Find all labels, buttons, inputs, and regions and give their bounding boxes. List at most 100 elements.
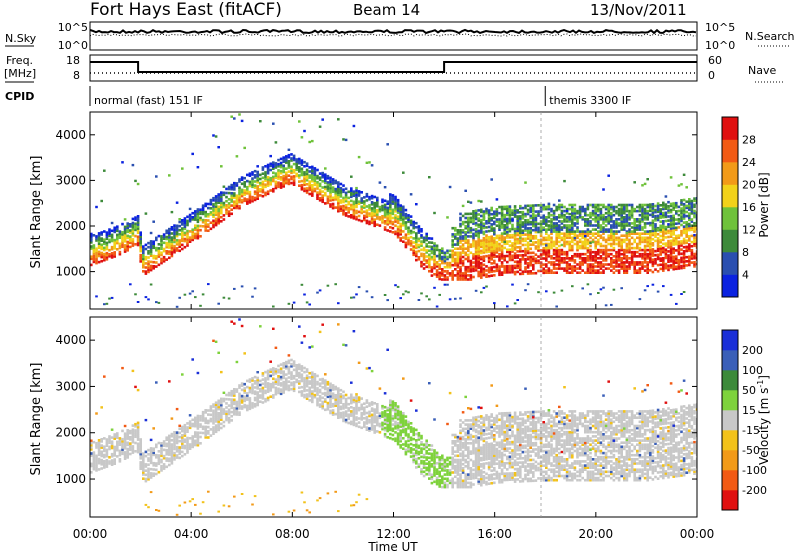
echo-cell [321, 186, 324, 189]
echo-cell [529, 220, 532, 224]
echo-cell [558, 259, 561, 262]
echo-cell [664, 248, 668, 251]
echo-cell [126, 240, 129, 244]
echo-cell [542, 248, 545, 252]
echo-cell [558, 261, 561, 264]
echo-cell [139, 249, 142, 253]
echo-cell [188, 207, 192, 211]
echo-cell [633, 246, 636, 250]
echo-cell [654, 227, 657, 230]
echo-cell [217, 510, 220, 513]
echo-cell [196, 414, 200, 418]
echo-cell [178, 228, 181, 232]
echo-cell [402, 213, 405, 217]
echo-cell [149, 250, 153, 253]
echo-cell [641, 265, 644, 268]
echo-cell [344, 191, 348, 195]
echo-cell [516, 223, 519, 226]
echo-cell [368, 208, 371, 211]
echo-cell [500, 257, 504, 260]
echo-cell [196, 216, 200, 219]
echo-cell [469, 212, 473, 216]
echo-cell [282, 168, 285, 172]
echo-cell [147, 475, 150, 479]
echo-cell [503, 242, 506, 246]
echo-cell [604, 228, 608, 231]
echo-cell [134, 234, 137, 238]
echo-cell [272, 179, 275, 183]
echo-cell [513, 213, 517, 216]
echo-cell [646, 252, 649, 256]
echo-cell [604, 205, 608, 209]
echo-cell [467, 226, 470, 230]
echo-cell [183, 430, 187, 433]
echo-cell [586, 265, 590, 268]
echo-cell [227, 187, 231, 191]
echo-cell [131, 232, 135, 235]
echo-cell [581, 261, 584, 264]
echo-cell [235, 194, 239, 197]
echo-cell [547, 234, 551, 237]
echo-cell [142, 259, 145, 263]
echo-cell [152, 474, 155, 477]
echo-cell [352, 124, 356, 128]
echo-cell [584, 230, 587, 233]
echo-cell [134, 226, 137, 230]
echo-cell [430, 274, 434, 277]
echo-cell [430, 270, 434, 273]
echo-cell [386, 220, 389, 224]
echo-cell [511, 258, 514, 262]
echo-cell [342, 196, 345, 200]
echo-cell [638, 205, 642, 209]
echo-cell [394, 232, 397, 236]
echo-cell [612, 222, 616, 225]
echo-cell [129, 446, 132, 449]
echo-cell [181, 235, 184, 238]
echo-cell [279, 163, 283, 167]
echo-cell [318, 196, 322, 200]
echo-cell [669, 231, 673, 234]
echo-cell [521, 231, 525, 234]
echo-cell [669, 235, 673, 238]
echo-cell [386, 223, 389, 226]
echo-cell [331, 186, 335, 189]
echo-cell [581, 259, 584, 262]
echo-cell [459, 229, 462, 232]
echo-cell [160, 458, 163, 462]
echo-cell [381, 206, 384, 210]
echo-cell [175, 226, 179, 230]
echo-cell [412, 247, 415, 250]
echo-cell [157, 251, 161, 254]
echo-cell [617, 224, 621, 227]
echo-cell [552, 248, 556, 252]
echo-cell [303, 165, 306, 168]
echo-cell [615, 209, 618, 213]
echo-cell [402, 215, 405, 219]
echo-cell [477, 250, 480, 253]
echo-cell [282, 370, 285, 373]
echo-cell [495, 251, 499, 254]
echo-cell [209, 202, 213, 206]
echo-cell [534, 220, 538, 224]
echo-cell [474, 289, 478, 292]
echo-cell [565, 240, 569, 244]
echo-cell [508, 207, 512, 210]
echo-cell [129, 237, 132, 240]
echo-cell [108, 441, 111, 444]
echo-cell [534, 210, 538, 213]
echo-cell [157, 234, 161, 238]
echo-cell [118, 443, 122, 446]
echo-cell [680, 203, 683, 206]
echo-cell [552, 244, 556, 248]
echo-cell [656, 243, 660, 246]
echo-cell [201, 210, 205, 214]
echo-cell [690, 244, 694, 248]
echo-cell [212, 413, 215, 417]
echo-cell [370, 219, 374, 222]
echo-cell [313, 187, 317, 191]
echo-cell [303, 179, 306, 182]
echo-cell [602, 271, 605, 274]
echo-cell [662, 238, 665, 242]
echo-cell [526, 243, 530, 247]
echo-cell [555, 246, 558, 250]
